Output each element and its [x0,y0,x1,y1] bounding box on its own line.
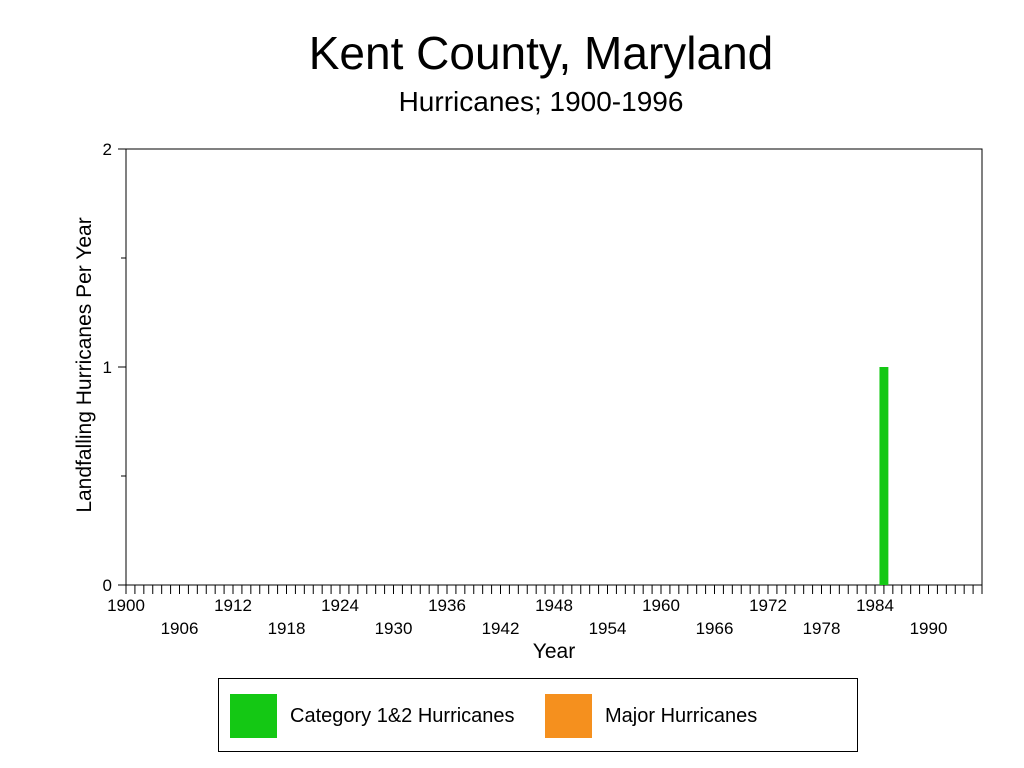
x-axis-title: Year [533,640,575,663]
x-tick-label: 1990 [910,619,948,638]
legend-label-major: Major Hurricanes [605,704,758,727]
legend-swatch-major [545,694,592,738]
y-axis-title: Landfalling Hurricanes Per Year [73,217,96,512]
bar-category-1-2 [879,367,889,585]
x-tick-label: 1972 [749,596,787,615]
legend-item-category-1-2: Category 1&2 Hurricanes [230,694,515,738]
y-tick-label: 0 [103,576,112,595]
x-tick-label: 1906 [161,619,199,638]
legend-swatch-category-1-2 [230,694,277,738]
x-tick-label: 1960 [642,596,680,615]
y-tick-label: 1 [103,358,112,377]
x-tick-label: 1900 [107,596,145,615]
x-tick-label: 1942 [482,619,520,638]
chart-plot: 0 1 2 1900 1912 1924 1936 1948 1960 1972 1984 1906 1… [73,140,983,663]
x-tick-label: 1918 [268,619,306,638]
y-tick-label: 2 [103,140,112,159]
x-tick-label: 1984 [856,596,894,615]
legend: Category 1&2 Hurricanes Major Hurricanes [218,678,858,752]
x-tick-label: 1930 [375,619,413,638]
x-tick-label: 1924 [321,596,359,615]
chart-title: Kent County, Maryland [308,27,774,79]
plot-frame [125,148,983,586]
x-tick-label: 1954 [589,619,627,638]
x-tick-label: 1936 [428,596,466,615]
x-tick-label: 1912 [214,596,252,615]
x-tick-label: 1948 [535,596,573,615]
x-tick-label: 1978 [803,619,841,638]
legend-label-category-1-2: Category 1&2 Hurricanes [290,704,515,727]
chart-subtitle: Hurricanes; 1900-1996 [398,86,684,117]
legend-item-major: Major Hurricanes [545,694,757,738]
x-tick-label: 1966 [696,619,734,638]
